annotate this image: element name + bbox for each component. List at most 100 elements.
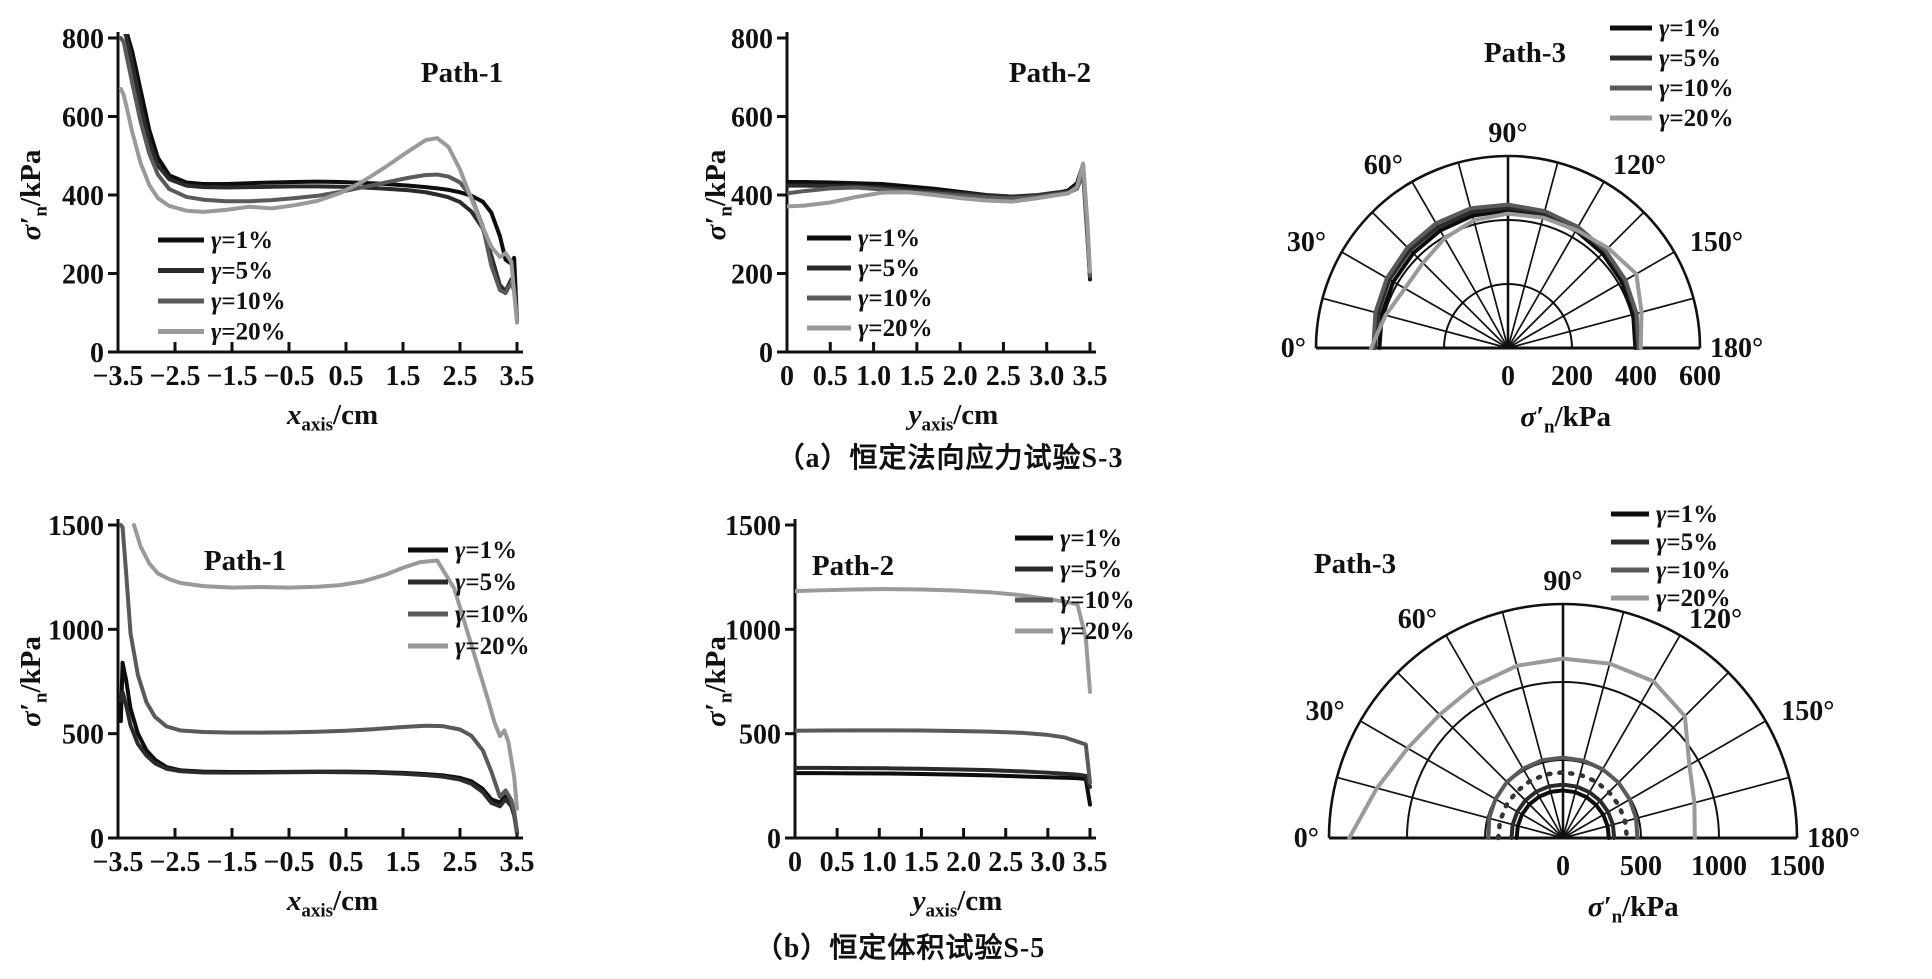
x-tick-label: 0.5 xyxy=(329,361,364,392)
y-tick-label: 1500 xyxy=(725,511,781,542)
x-tick-label: −0.5 xyxy=(264,361,315,392)
series-γ=5% xyxy=(1509,782,1617,840)
x-tick-label: 1.0 xyxy=(862,847,897,878)
legend-label: γ=20% xyxy=(1659,105,1734,132)
y-tick-label: 400 xyxy=(62,181,104,212)
legend-label: γ=20% xyxy=(211,319,286,346)
x-tick-label: 0.5 xyxy=(329,847,364,878)
y-axis-label: σ′n/kPa xyxy=(15,636,51,727)
polar-spoke xyxy=(1341,251,1509,349)
series-γ=10% xyxy=(1371,202,1641,350)
legend-item: γ=10% xyxy=(1611,557,1731,584)
series-γ=1% xyxy=(795,771,1092,807)
legend-label: γ=10% xyxy=(211,288,286,315)
legend-label: γ=5% xyxy=(211,258,273,285)
legend-label: γ=20% xyxy=(455,633,530,660)
x-tick-label: −3.5 xyxy=(93,361,144,392)
legend-item: γ=10% xyxy=(408,601,530,628)
series-γ=5% xyxy=(123,34,519,323)
legend-item: γ=10% xyxy=(158,288,286,315)
polar-spoke xyxy=(1562,776,1790,839)
r-tick-label: 1000 xyxy=(1691,851,1747,882)
polar-spoke xyxy=(1445,634,1564,839)
y-tick-label: 200 xyxy=(62,260,104,291)
legend-item: γ=20% xyxy=(807,315,933,342)
x-tick-label: −2.5 xyxy=(150,361,201,392)
x-tick-label: 3.5 xyxy=(500,847,535,878)
series-γ=1% xyxy=(118,660,519,835)
legend-label: γ=5% xyxy=(1060,556,1122,583)
legend-label: γ=1% xyxy=(455,537,517,564)
y-tick-label: 1500 xyxy=(48,511,104,542)
x-tick-label: 2.5 xyxy=(443,361,478,392)
x-axis-label: xaxis/cm xyxy=(286,399,378,435)
series-γ=1% xyxy=(1514,788,1611,840)
angle-label: 150° xyxy=(1781,696,1834,727)
legend-item: γ=1% xyxy=(1610,15,1721,42)
legend-item: γ=1% xyxy=(158,227,273,254)
polar-spoke xyxy=(1501,611,1564,839)
caption-b: （b）恒定体积试验S-5 xyxy=(754,933,1046,964)
legend-label: γ=20% xyxy=(1656,585,1731,612)
y-tick-label: 800 xyxy=(62,24,104,55)
series-γ=20% xyxy=(1347,656,1697,840)
legend: γ=1%γ=5%γ=10%γ=20% xyxy=(807,225,933,342)
polar-spoke xyxy=(1371,211,1509,349)
series-γ=1% xyxy=(787,162,1092,282)
x-tick-label: 3.0 xyxy=(1029,361,1064,392)
legend: γ=1%γ=5%γ=10%γ=20% xyxy=(1611,501,1731,612)
y-tick-label: 800 xyxy=(731,24,773,55)
polar-spoke xyxy=(1336,776,1564,839)
series-γ=10% xyxy=(795,728,1092,785)
polar-spoke xyxy=(1562,720,1767,839)
legend-item: γ=5% xyxy=(1611,529,1718,556)
chart-title: Path-1 xyxy=(421,57,503,89)
polar-spoke xyxy=(1562,611,1625,839)
legend-item: γ=20% xyxy=(1611,585,1731,612)
legend-label: γ=5% xyxy=(1659,45,1721,72)
chart-title: Path-3 xyxy=(1314,548,1396,580)
legend-item: γ=5% xyxy=(807,255,920,282)
legend-label: γ=20% xyxy=(858,315,933,342)
y-tick-label: 0 xyxy=(90,824,104,855)
x-tick-label: 3.5 xyxy=(1073,361,1108,392)
polar-spoke xyxy=(1507,181,1605,349)
y-tick-label: 600 xyxy=(62,103,104,134)
x-tick-label: 0.5 xyxy=(820,847,855,878)
r-tick-label: 0 xyxy=(1501,361,1515,392)
chart-title: Path-1 xyxy=(204,545,286,577)
y-tick-label: 1000 xyxy=(725,615,781,646)
legend-item: γ=20% xyxy=(1610,105,1734,132)
x-tick-label: 1.5 xyxy=(899,361,934,392)
legend-item: γ=20% xyxy=(408,633,530,660)
y-tick-label: 1000 xyxy=(48,615,104,646)
legend-label: γ=10% xyxy=(1659,75,1734,102)
angle-label: 90° xyxy=(1488,118,1527,149)
polar-spoke xyxy=(1396,671,1564,839)
r-tick-label: 1500 xyxy=(1769,851,1825,882)
x-tick-label: 3.5 xyxy=(1073,847,1108,878)
legend-item: γ=1% xyxy=(1611,501,1718,528)
legend-label: γ=1% xyxy=(1659,15,1721,42)
x-tick-label: 3.5 xyxy=(500,361,535,392)
caption-a: （a）恒定法向应力试验S-3 xyxy=(776,443,1124,474)
angle-label: 0° xyxy=(1281,333,1306,364)
angle-label: 60° xyxy=(1364,150,1403,181)
y-tick-label: 0 xyxy=(759,338,773,369)
r-axis-label: σ′n/kPa xyxy=(1588,891,1679,927)
x-tick-label: 1.5 xyxy=(904,847,939,878)
y-tick-label: 500 xyxy=(739,720,781,751)
legend-label: γ=1% xyxy=(211,227,273,254)
polar-spoke xyxy=(1507,297,1694,349)
chart-s3-path2: 0 200 400 600 800 0 0.5 1.0 1.5 2.0 2.5 3.0 3.5 Path-… xyxy=(700,24,1108,435)
r-tick-label: 600 xyxy=(1679,361,1721,392)
x-tick-label: 1.5 xyxy=(386,361,421,392)
y-tick-label: 600 xyxy=(731,103,773,134)
angle-label: 120° xyxy=(1613,150,1666,181)
polar-spoke xyxy=(1507,162,1559,349)
legend-item: γ=5% xyxy=(1610,45,1721,72)
legend-label: γ=10% xyxy=(1656,557,1731,584)
angle-label: 30° xyxy=(1287,227,1326,258)
series-γ=1% xyxy=(125,34,519,323)
